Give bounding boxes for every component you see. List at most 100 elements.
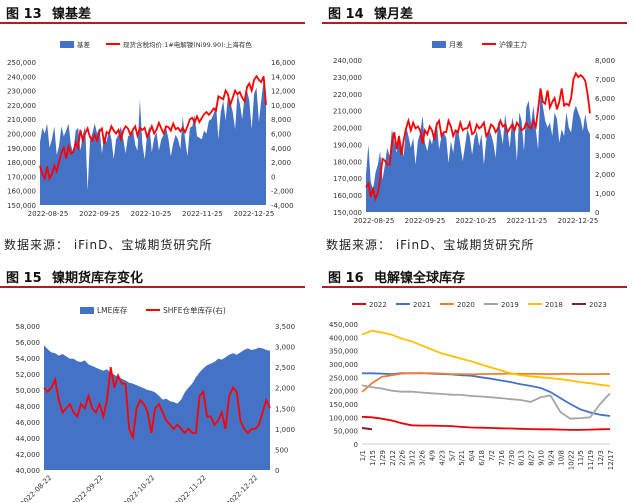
left-tick-label: 250,000 <box>7 59 36 67</box>
left-tick-label: 160,000 <box>7 188 36 196</box>
right-tick-label: 5,000 <box>595 114 615 122</box>
area-series <box>44 345 270 470</box>
x-tick-label: 1/29 <box>379 450 387 466</box>
legend-label-line: SHFE仓单库存(右) <box>163 305 226 315</box>
left-tick-label: 240,000 <box>333 57 362 65</box>
x-tick-label: 11/5 <box>577 450 585 466</box>
x-tick-label: 10/8 <box>557 450 565 466</box>
figure-number: 图 15 <box>6 271 42 286</box>
x-tick-label: 6/18 <box>478 450 486 466</box>
legend-label-line: 现货含税均价:1#电解镍(Ni99.90):上海有色 <box>123 40 252 49</box>
area-series <box>40 80 266 205</box>
left-tick-label: 190,000 <box>7 145 36 153</box>
right-tick-label: 4,000 <box>595 133 615 141</box>
x-tick-label: 4/23 <box>438 450 446 466</box>
figure-name: 电解镍全球库存 <box>374 271 466 286</box>
left-tick-label: 52,000 <box>16 371 41 379</box>
left-tick-label: 56,000 <box>16 339 41 347</box>
right-tick-label: 12,000 <box>271 88 296 96</box>
series-2018 <box>361 329 611 387</box>
right-tick-label: 2,000 <box>271 159 291 167</box>
right-tick-label: 16,000 <box>271 59 296 67</box>
right-tick-label: -2,000 <box>271 188 294 196</box>
figure-number: 图 13 <box>6 7 42 22</box>
right-tick-label: 1,000 <box>275 426 295 434</box>
right-tick-label: 6,000 <box>595 95 615 103</box>
x-tick-label: 2022-12-25 <box>234 210 275 218</box>
left-tick-label: 48,000 <box>16 403 41 411</box>
x-tick-label: 1/15 <box>369 450 377 466</box>
left-tick-label: 150,000 <box>7 202 36 210</box>
series-2020 <box>361 372 611 393</box>
series-2021 <box>362 372 611 417</box>
figure-number: 图 16 <box>328 271 364 286</box>
x-tick-label: 8/13 <box>518 450 526 466</box>
left-tick-label: 150,000 <box>333 209 362 217</box>
left-tick-label: 200,000 <box>7 131 36 139</box>
left-tick-label: 180,000 <box>7 159 36 167</box>
right-tick-label: 0 <box>595 209 599 217</box>
left-tick-label: 220,000 <box>7 102 36 110</box>
x-tick-label: 2022-08-25 <box>354 217 395 225</box>
x-tick-label: 2022-11-22 <box>173 474 207 502</box>
left-tick-label: 54,000 <box>16 355 41 363</box>
legend-label-2020: 2020 <box>457 301 475 309</box>
y-tick-label: 300,000 <box>329 361 358 369</box>
legend-swatch-area <box>80 307 94 314</box>
x-tick-label: 2022-10-22 <box>122 474 156 502</box>
panel-fig13: 图 13 镍基差 基差 现货含税均价:1#电解镍(Ni99.90):上海有色 250… <box>0 0 310 260</box>
legend-label-2022: 2022 <box>369 301 387 309</box>
right-tick-label: 10,000 <box>271 102 296 110</box>
right-tick-label: 2,500 <box>275 364 295 372</box>
x-tick-label: 7/16 <box>498 449 506 465</box>
y-tick-label: 150,000 <box>329 401 358 409</box>
y-tick-label: 200,000 <box>329 388 358 396</box>
source-note: 数据来源： iFinD、宝城期货研究所 <box>4 238 213 252</box>
left-tick-label: 160,000 <box>333 192 362 200</box>
y-tick-label: 350,000 <box>329 348 358 356</box>
left-tick-label: 200,000 <box>333 125 362 133</box>
panel-fig15: 图 15 镍期货库存变化 LME库存 SHFE仓单库存(右) 58,000 56,00… <box>0 264 310 503</box>
x-tick-label: 7/2 <box>488 450 496 461</box>
line-series <box>43 366 271 441</box>
left-tick-label: 210,000 <box>7 116 36 124</box>
chart-fig13: 基差 现货含税均价:1#电解镍(Ni99.90):上海有色 250,000 240,0… <box>7 40 296 218</box>
x-tick-label: 2022-10-25 <box>131 210 172 218</box>
right-tick-label: 0 <box>275 467 279 475</box>
title-rule <box>0 22 305 24</box>
right-tick-label: 8,000 <box>271 116 291 124</box>
series-2022 <box>361 415 611 431</box>
legend-swatch-area <box>432 41 446 48</box>
left-tick-label: 44,000 <box>16 435 41 443</box>
x-tick-label: 11/19 <box>587 450 595 470</box>
x-tick-label: 7/30 <box>508 450 516 466</box>
right-tick-label: 3,000 <box>595 152 615 160</box>
figure-title: 图 16 电解镍全球库存 <box>322 264 622 286</box>
y-tick-label: 100,000 <box>329 414 358 422</box>
right-tick-label: 1,500 <box>275 405 295 413</box>
figure-name: 镍期货库存变化 <box>52 271 144 286</box>
right-tick-label: 7,000 <box>595 76 615 84</box>
x-tick-label: 2022-11-25 <box>182 210 223 218</box>
legend-label-area: 月差 <box>449 40 463 49</box>
figure-name: 镍月差 <box>374 7 414 22</box>
left-tick-label: 58,000 <box>16 323 41 331</box>
chart-fig16: 2022 2021 2020 2019 2018 2023 450,000 400,000 35… <box>329 301 615 470</box>
legend-label-area: 基差 <box>77 40 91 49</box>
x-tick-label: 5/7 <box>448 450 456 461</box>
x-tick-label: 10/22 <box>567 450 575 470</box>
left-tick-label: 46,000 <box>16 419 41 427</box>
y-tick-label: 0 <box>354 441 358 449</box>
figure-title: 图 15 镍期货库存变化 <box>0 264 300 286</box>
y-tick-label: 400,000 <box>329 334 358 342</box>
left-tick-label: 42,000 <box>16 451 41 459</box>
left-tick-label: 230,000 <box>333 74 362 82</box>
x-tick-label: 2022-12-25 <box>558 217 599 225</box>
line-series <box>39 74 267 182</box>
left-tick-label: 230,000 <box>7 88 36 96</box>
x-tick-label: 2022-08-25 <box>28 210 69 218</box>
x-tick-label: 9/10 <box>538 450 546 466</box>
right-tick-label: 1,000 <box>595 190 615 198</box>
x-tick-label: 12/3 <box>597 450 605 466</box>
left-tick-label: 210,000 <box>333 108 362 116</box>
